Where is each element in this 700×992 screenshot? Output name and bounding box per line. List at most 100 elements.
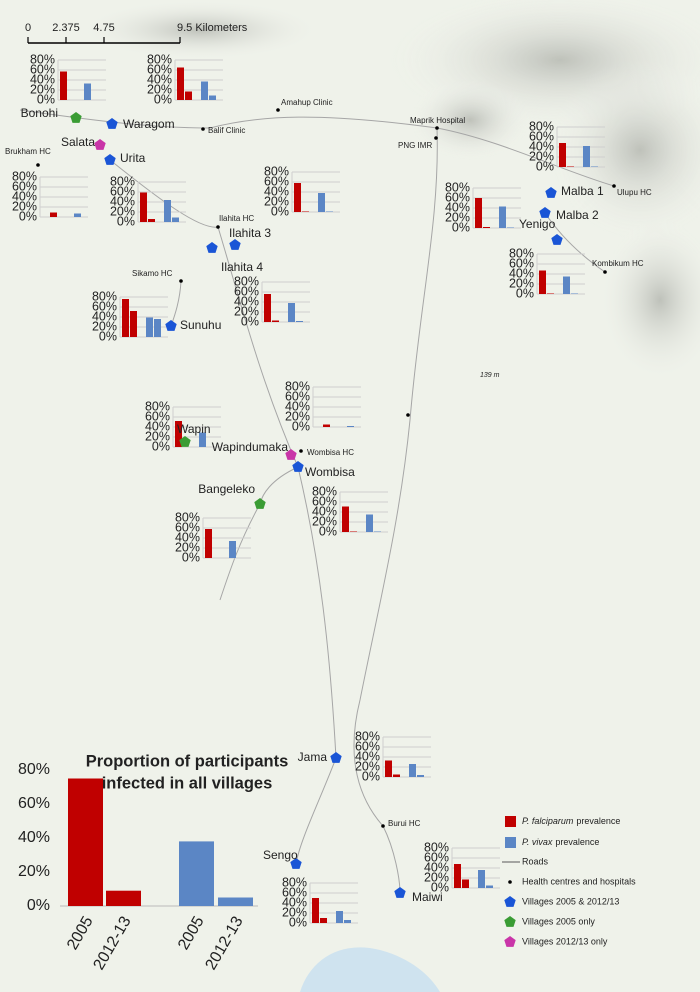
hill xyxy=(410,80,530,160)
mini-y-tick-label: 60% xyxy=(509,256,534,270)
health-centre-dot xyxy=(179,279,183,283)
scale-bar-label: 2.375 xyxy=(52,22,80,34)
prevalence-bar xyxy=(483,227,490,228)
prevalence-bar xyxy=(175,421,182,447)
village-marker xyxy=(394,887,406,898)
prevalence-bar xyxy=(130,311,137,337)
prevalence-bar xyxy=(326,211,333,212)
legend-label: Villages 2012/13 only xyxy=(522,936,608,946)
mini-y-tick-label: 40% xyxy=(264,184,289,198)
village-marker xyxy=(254,498,266,509)
village-label: Urita xyxy=(120,151,146,165)
mini-y-tick-label: 40% xyxy=(445,200,470,214)
health-centre-label: Wombisa HC xyxy=(307,448,354,457)
mini-y-tick-label: 0% xyxy=(536,159,554,173)
prevalence-bar xyxy=(272,320,279,322)
y-tick-label: 80% xyxy=(18,761,50,778)
mini-y-tick-label: 80% xyxy=(529,119,554,133)
mini-y-tick-label: 40% xyxy=(175,530,200,544)
village-label: Salata xyxy=(61,135,95,149)
prevalence-bar xyxy=(177,67,184,100)
village-label: Waragom xyxy=(123,117,175,131)
health-centre-label: Burui HC xyxy=(388,819,421,828)
prevalence-bar xyxy=(583,146,590,167)
prevalence-bar xyxy=(499,206,506,228)
mini-y-tick-label: 20% xyxy=(110,204,135,218)
mini-y-tick-label: 40% xyxy=(147,72,172,86)
mini-y-tick-label: 20% xyxy=(355,759,380,773)
mini-chart: 80%60%40%20%0% xyxy=(355,729,431,783)
mini-y-tick-label: 80% xyxy=(30,52,55,66)
prevalence-bar xyxy=(140,192,147,222)
legend-text: prevalence xyxy=(576,816,620,826)
prevalence-bar xyxy=(350,531,357,532)
mini-y-tick-label: 40% xyxy=(92,309,117,323)
prevalence-bar xyxy=(478,870,485,888)
mini-y-tick-label: 80% xyxy=(147,52,172,66)
mini-y-tick-label: 0% xyxy=(319,524,337,538)
y-tick-label: 40% xyxy=(18,829,50,846)
village-label: Bangeleko xyxy=(198,482,255,496)
mini-y-tick-label: 40% xyxy=(285,399,310,413)
legend-marker xyxy=(504,936,516,947)
hill xyxy=(550,60,700,240)
mini-y-tick-label: 40% xyxy=(234,294,259,308)
legend-label: Villages 2005 & 2012/13 xyxy=(522,896,619,906)
legend-marker xyxy=(504,896,516,907)
mini-y-tick-label: 60% xyxy=(424,850,449,864)
village-marker xyxy=(229,239,241,250)
mini-y-tick-label: 0% xyxy=(37,92,55,106)
mini-y-tick-label: 0% xyxy=(182,550,200,564)
mini-chart: 80%60%40%20%0% xyxy=(234,274,310,328)
mini-y-tick-label: 20% xyxy=(12,199,37,213)
health-centre-dot xyxy=(434,136,438,140)
mini-y-tick-label: 40% xyxy=(282,895,307,909)
village-label: Wapin xyxy=(177,422,211,436)
mini-y-tick-label: 60% xyxy=(312,494,337,508)
prevalence-bar xyxy=(209,95,216,100)
mini-y-tick-label: 20% xyxy=(509,276,534,290)
prevalence-bar xyxy=(393,774,400,777)
river xyxy=(300,947,440,992)
health-centre-dot xyxy=(435,126,439,130)
mini-y-tick-label: 20% xyxy=(175,540,200,554)
y-tick-label: 20% xyxy=(18,863,50,880)
mini-y-tick-label: 20% xyxy=(445,210,470,224)
mini-chart: 80%60%40%20%0% xyxy=(529,119,605,173)
scale-bar-label: 4.75 xyxy=(93,22,114,34)
legend-dot xyxy=(508,880,512,884)
prevalence-bar xyxy=(417,775,424,777)
prevalence-bar xyxy=(154,319,161,337)
prevalence-bar xyxy=(74,213,81,217)
mini-y-tick-label: 60% xyxy=(264,174,289,188)
village-marker xyxy=(70,112,82,123)
prevalence-bar xyxy=(539,270,546,294)
mini-y-tick-label: 60% xyxy=(285,389,310,403)
prevalence-bar xyxy=(591,166,598,167)
mini-y-tick-label: 40% xyxy=(110,194,135,208)
mini-y-tick-label: 60% xyxy=(355,739,380,753)
prevalence-bar xyxy=(320,918,327,923)
mini-chart: 80%60%40%20%0% xyxy=(110,174,186,228)
prevalence-bar xyxy=(409,764,416,777)
health-centre-label: Sikamo HC xyxy=(132,269,173,278)
prevalence-bar xyxy=(342,506,349,532)
mini-y-tick-label: 0% xyxy=(362,769,380,783)
mini-y-tick-label: 60% xyxy=(445,190,470,204)
health-centre-dot xyxy=(299,449,303,453)
prevalence-bar xyxy=(454,864,461,888)
prevalence-bar xyxy=(486,885,493,888)
mini-y-tick-label: 20% xyxy=(285,409,310,423)
mini-y-tick-label: 0% xyxy=(292,419,310,433)
mini-y-tick-label: 80% xyxy=(264,164,289,178)
mini-y-tick-label: 0% xyxy=(289,915,307,929)
legend-text: prevalence xyxy=(555,837,599,847)
scale-bar-label: 0 xyxy=(25,22,31,34)
mini-y-tick-label: 20% xyxy=(30,82,55,96)
prevalence-bar xyxy=(199,432,206,447)
village-marker xyxy=(206,242,218,253)
mini-y-tick-label: 0% xyxy=(152,439,170,453)
health-centre-label: Amahup Clinic xyxy=(281,98,333,107)
mini-y-tick-label: 40% xyxy=(529,139,554,153)
